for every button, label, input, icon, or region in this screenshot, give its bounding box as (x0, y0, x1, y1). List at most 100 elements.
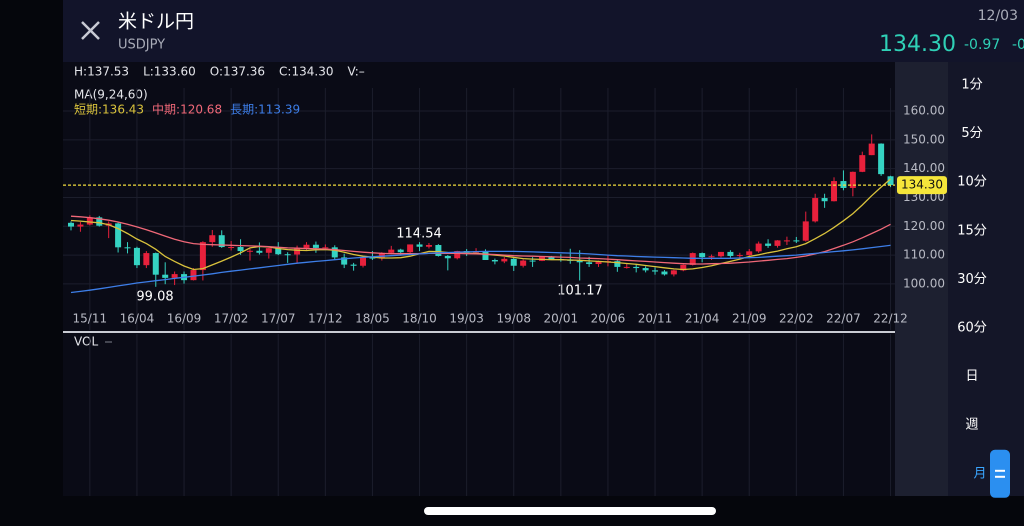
candle-body (661, 271, 668, 275)
stat: C:134.30 (279, 65, 333, 79)
candle-body (586, 262, 593, 265)
timeframe-option[interactable]: 月 (973, 466, 986, 481)
ma-line (70, 244, 891, 294)
candle-body (746, 251, 753, 256)
candle-body (312, 244, 319, 248)
x-tick-label: 15/11 (73, 312, 108, 326)
x-tick-label: 17/07 (261, 312, 296, 326)
candle-body (642, 268, 649, 271)
y-tick-label: 150.00 (903, 132, 945, 146)
candle-body (246, 250, 253, 252)
legend-entry: 短期:136.43 (74, 103, 144, 117)
candle-body (717, 251, 724, 257)
candle-body (331, 247, 338, 258)
timeframe-option[interactable]: 60分 (957, 321, 987, 336)
candle-body (199, 242, 206, 271)
x-tick-label: 19/08 (496, 312, 531, 326)
candle-body (444, 255, 451, 259)
candle-body (416, 244, 423, 247)
candle-body (727, 251, 734, 256)
y-tick-label: 110.00 (903, 248, 945, 262)
candle-body (774, 240, 781, 246)
candle-body (802, 221, 809, 241)
timeframe-option[interactable]: 5分 (961, 126, 982, 141)
x-tick-label: 20/06 (591, 312, 626, 326)
candle-body (652, 270, 659, 272)
candle-body (595, 261, 602, 265)
candle-body (397, 249, 404, 253)
close-button[interactable] (81, 21, 100, 40)
candle-body (548, 256, 555, 260)
candle-body (454, 251, 461, 259)
candle-body (821, 198, 828, 202)
annotation: 114.54 (396, 227, 442, 242)
candle-body (435, 245, 442, 256)
timeframe-option[interactable]: 10分 (957, 175, 987, 190)
stat: L:133.60 (143, 65, 196, 79)
candle-body (237, 247, 244, 252)
candle-body (793, 240, 800, 242)
y-tick-label: 120.00 (903, 219, 945, 233)
candle-body (887, 176, 894, 186)
candle-body (510, 258, 517, 266)
candle-body (736, 255, 743, 257)
annotation: 99.08 (136, 290, 173, 305)
candle-body (256, 250, 263, 253)
pair-symbol: USDJPY (118, 38, 165, 53)
toggle-box (990, 449, 1010, 498)
x-tick-label: 19/03 (449, 312, 484, 326)
last-price-box (897, 176, 947, 195)
candle-body (350, 264, 357, 266)
candle-body (341, 257, 348, 265)
candle-body (209, 235, 216, 243)
candle-body (143, 253, 150, 266)
candle-body (115, 223, 122, 248)
x-tick-label: 18/05 (355, 312, 390, 326)
chart-panel (63, 62, 895, 496)
candle-body (96, 217, 103, 226)
timeframe-option[interactable]: 30分 (957, 272, 987, 287)
timeframe-option[interactable]: 週 (965, 418, 978, 433)
candle-body (529, 260, 536, 262)
candle-body (765, 243, 772, 246)
candle-body (491, 259, 498, 262)
candle-body (275, 248, 282, 255)
x-tick-label: 17/12 (308, 312, 343, 326)
candle-body (86, 217, 93, 225)
y-tick-label: 100.00 (903, 276, 945, 290)
candle-body (218, 235, 225, 248)
timeframe-option[interactable]: 1分 (961, 78, 982, 93)
timeframe-option[interactable]: 日 (965, 369, 978, 384)
x-tick-label: 21/09 (732, 312, 767, 326)
candle-body (360, 257, 367, 266)
candle-body (670, 270, 677, 275)
candle-body (699, 253, 706, 258)
home-indicator (424, 507, 716, 515)
stat: O:137.36 (210, 65, 265, 79)
x-tick-label: 22/02 (779, 312, 814, 326)
candle-body (614, 261, 621, 267)
timeframe-toggle[interactable] (990, 449, 1010, 498)
candle-body (783, 240, 790, 242)
x-tick-label: 22/07 (826, 312, 861, 326)
candle-body (133, 247, 140, 266)
stat: H:137.53 (74, 65, 129, 79)
pair-title: 米ドル円 (118, 11, 194, 33)
candle-body (878, 143, 885, 175)
header-bar (63, 0, 1024, 62)
candle-body (388, 249, 395, 253)
candle-body (623, 266, 630, 268)
candle-body (482, 251, 489, 260)
timeframe-option[interactable]: 15分 (957, 223, 987, 238)
candle-body (755, 243, 762, 252)
side: H:137.53 L:133.60 O:137.36 C:134.30 V:– 1分 5分 1… (73, 65, 1010, 498)
candle-body (868, 143, 875, 156)
candle-body (152, 253, 159, 275)
candle-body (520, 260, 527, 266)
price-change: -0.97 (964, 37, 1000, 53)
candle-body (265, 248, 272, 253)
candle-body (849, 171, 856, 188)
vol-label: VOL (74, 335, 98, 349)
